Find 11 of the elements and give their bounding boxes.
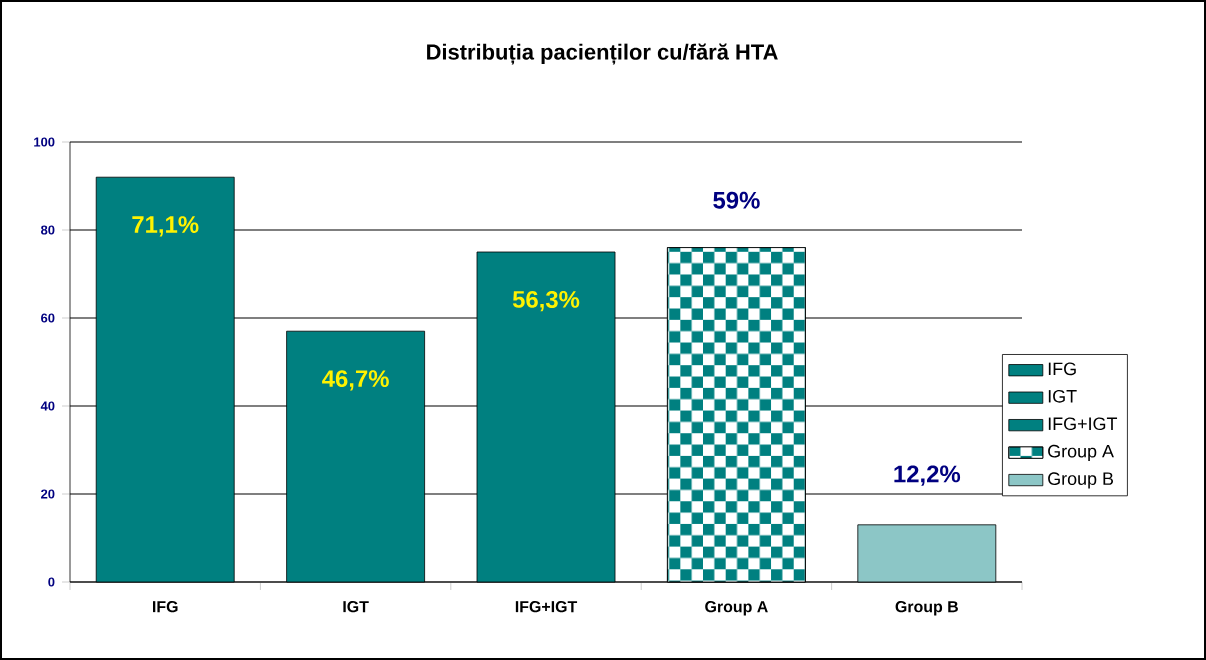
- annotation: 46,7%: [322, 370, 389, 391]
- annotation: 12,2%: [894, 465, 961, 486]
- legend-label: IFG+IGT: [1048, 417, 1118, 431]
- legend-label: Group A: [1048, 444, 1114, 462]
- annotation: 59%: [713, 191, 760, 209]
- annotation: 56,3%: [512, 290, 580, 312]
- legend-label: Group B: [1048, 472, 1114, 489]
- annotation: 71,1%: [132, 216, 199, 237]
- legend-label: IFG: [1048, 362, 1076, 376]
- legend-label: IGT: [1048, 389, 1077, 403]
- chart-title: Distribuția pacienților cu/fără HTA: [427, 43, 778, 65]
